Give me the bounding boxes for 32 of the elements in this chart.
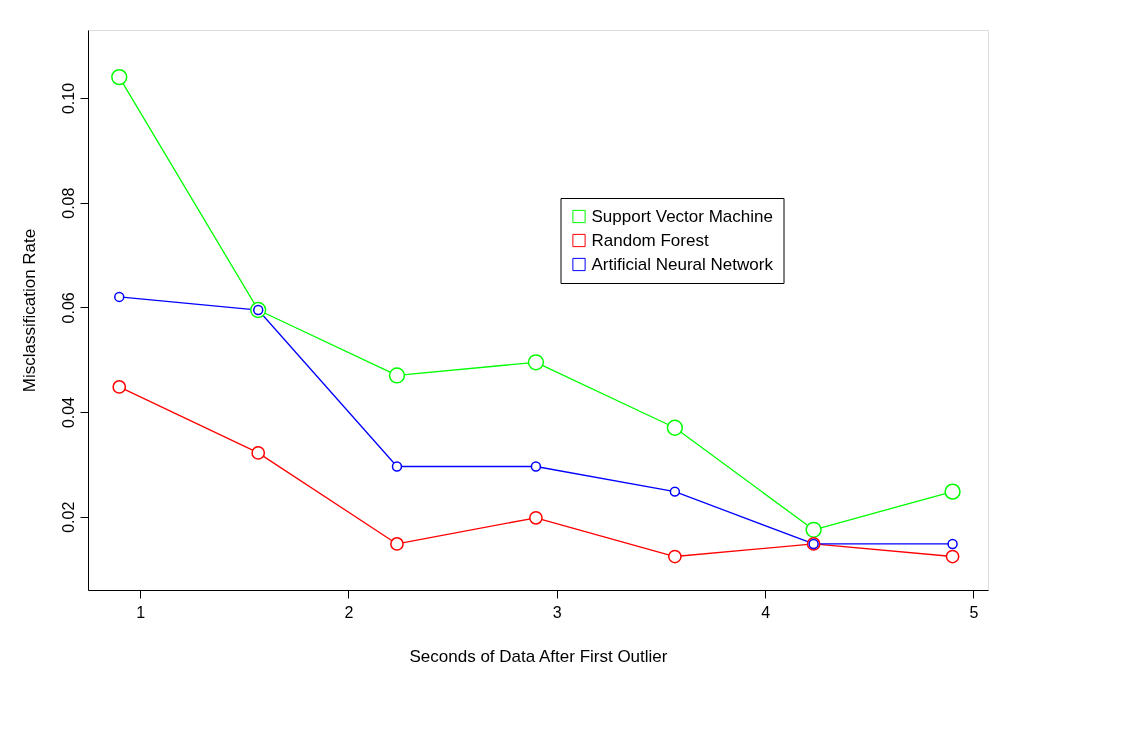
x-tick-label: 1 xyxy=(136,603,146,621)
point xyxy=(668,549,682,564)
point xyxy=(112,380,127,394)
point xyxy=(530,461,542,472)
y-tick-label: 0.04 xyxy=(59,396,77,429)
y-axis-title: Misclassification Rate xyxy=(19,228,39,393)
point xyxy=(529,510,543,525)
x-tick-label: 3 xyxy=(552,603,562,621)
y-tick-label: 0.10 xyxy=(59,82,77,115)
point xyxy=(669,486,681,497)
y-tick-label: 0.08 xyxy=(59,187,77,219)
point xyxy=(251,446,266,460)
point xyxy=(947,538,958,550)
point xyxy=(111,68,128,86)
point xyxy=(666,419,684,436)
x-tick-label: 5 xyxy=(969,603,979,621)
legend-label: Random Forest xyxy=(591,230,709,250)
point xyxy=(944,483,961,500)
point xyxy=(390,537,404,551)
legend-label: Support Vector Machine xyxy=(591,206,773,226)
point xyxy=(945,549,960,564)
x-axis-title: Seconds of Data After First Outlier xyxy=(409,646,668,666)
point xyxy=(114,291,125,303)
y-tick-label: 0.02 xyxy=(59,501,77,533)
point xyxy=(388,367,406,384)
x-tick-label: 2 xyxy=(344,603,354,621)
legend-label: Artificial Neural Network xyxy=(591,254,774,274)
point xyxy=(391,461,403,472)
point xyxy=(805,521,822,538)
point xyxy=(527,354,545,371)
x-tick-label: 4 xyxy=(761,603,771,621)
y-tick-label: 0.06 xyxy=(59,292,77,324)
